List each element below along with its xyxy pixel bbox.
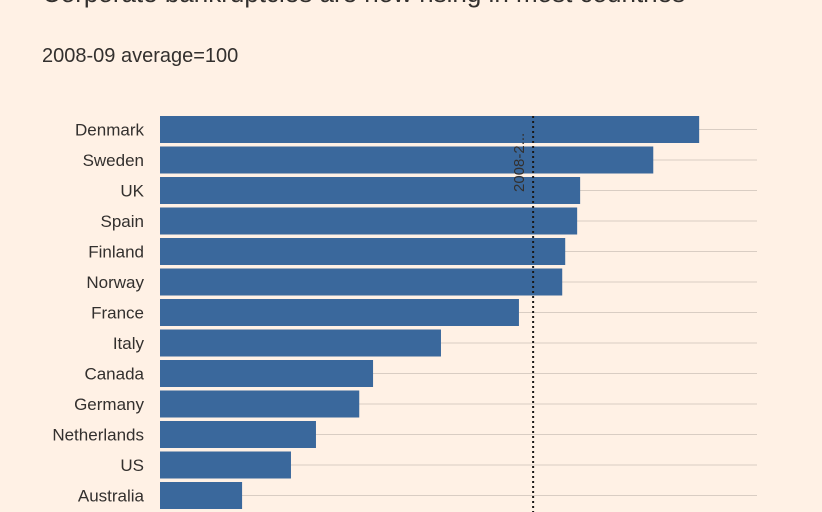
y-tick-label: Australia	[78, 487, 145, 506]
chart-title: Corporate bankruptcies are now rising in…	[42, 0, 685, 8]
chart-subtitle: 2008-09 average=100	[42, 45, 238, 67]
y-tick-label: France	[91, 304, 144, 323]
y-tick-label: Denmark	[75, 121, 144, 140]
bar	[160, 268, 563, 296]
bar	[160, 421, 316, 448]
bar	[160, 482, 243, 509]
y-tick-label: Italy	[113, 334, 145, 353]
y-tick-label: Sweden	[83, 151, 144, 170]
bar	[160, 329, 441, 357]
bar	[160, 360, 374, 387]
reference-label: 2008-2...	[511, 133, 528, 192]
bar	[160, 299, 519, 326]
y-tick-label: Netherlands	[52, 426, 144, 445]
bar	[160, 390, 360, 418]
y-tick-label: UK	[120, 182, 144, 201]
bar	[160, 146, 654, 174]
bar	[160, 451, 291, 479]
y-tick-label: Canada	[84, 365, 144, 384]
y-tick-label: Finland	[88, 243, 144, 262]
bar	[160, 177, 581, 204]
y-tick-label: Norway	[86, 273, 144, 292]
bar	[160, 238, 566, 265]
y-tick-label: Spain	[101, 212, 144, 231]
bar	[160, 116, 700, 143]
y-tick-label: US	[120, 456, 144, 475]
y-tick-label: Germany	[74, 395, 144, 414]
bar	[160, 207, 578, 235]
